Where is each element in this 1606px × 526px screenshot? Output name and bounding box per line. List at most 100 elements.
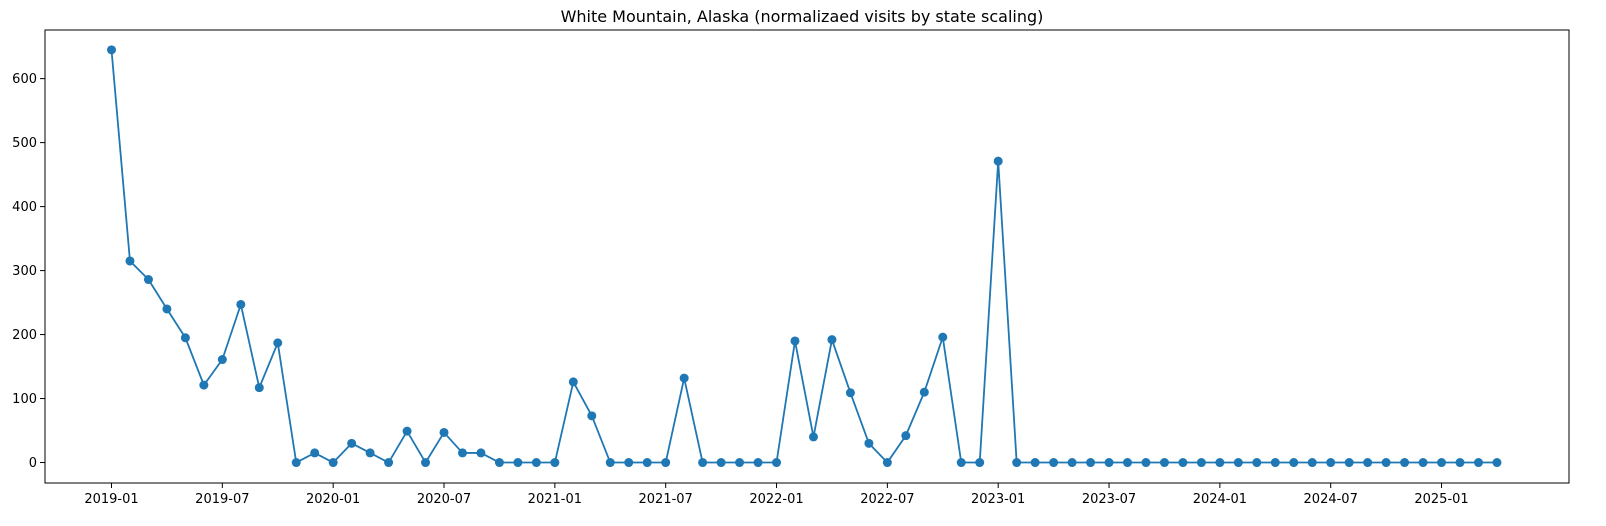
x-tick-label: 2023-01 — [971, 492, 1025, 507]
data-point — [180, 333, 190, 343]
data-point — [1012, 458, 1022, 468]
data-point — [457, 448, 467, 458]
series-group — [107, 45, 1502, 468]
data-point — [1492, 458, 1502, 468]
data-point — [384, 458, 394, 468]
x-tick-label: 2020-01 — [306, 492, 360, 507]
data-point — [347, 438, 357, 448]
data-point — [217, 355, 227, 365]
data-point — [938, 332, 948, 342]
series-line-visits — [110, 49, 1497, 464]
data-point — [772, 458, 782, 468]
data-point — [1289, 458, 1299, 468]
data-point — [1067, 458, 1077, 468]
chart-title: White Mountain, Alaska (normalizaed visi… — [561, 7, 1044, 26]
data-point — [679, 373, 689, 383]
data-point — [790, 336, 800, 346]
x-tick-label: 2025-01 — [1414, 492, 1468, 507]
y-tick-label: 100 — [12, 392, 37, 407]
data-point — [236, 299, 246, 309]
data-point — [1196, 458, 1206, 468]
data-point — [1086, 458, 1096, 468]
data-point — [1252, 458, 1262, 468]
data-point — [864, 438, 874, 448]
data-point — [568, 377, 578, 387]
data-point — [439, 427, 449, 437]
data-point — [901, 431, 911, 441]
x-tick-label: 2021-07 — [639, 492, 693, 507]
data-point — [661, 458, 671, 468]
data-point — [845, 388, 855, 398]
data-point — [291, 458, 301, 468]
x-tick-label: 2022-01 — [749, 492, 803, 507]
data-point — [107, 45, 116, 55]
data-point — [1418, 458, 1428, 468]
x-tick-label: 2019-01 — [84, 492, 138, 507]
data-point — [1178, 458, 1188, 468]
data-point — [402, 426, 412, 436]
x-tick-label: 2024-07 — [1304, 492, 1358, 507]
x-tick-label: 2021-01 — [528, 492, 582, 507]
y-tick-label: 400 — [12, 200, 37, 215]
data-point — [1344, 458, 1354, 468]
y-tick-label: 200 — [12, 328, 37, 343]
data-point — [956, 458, 966, 468]
data-point — [698, 458, 708, 468]
data-point — [882, 458, 892, 468]
x-tick-label: 2023-07 — [1082, 492, 1136, 507]
data-point — [143, 275, 153, 285]
data-point — [1123, 458, 1132, 468]
data-point — [808, 432, 818, 442]
data-point — [919, 387, 929, 397]
data-point — [735, 458, 745, 468]
x-axis: 2019-01 2019-07 2020-01 2020-07 2021-01 2021-… — [84, 483, 1469, 507]
data-point — [1233, 458, 1243, 468]
data-point — [642, 458, 652, 468]
data-point — [1363, 458, 1373, 468]
plot-frame — [44, 29, 1570, 484]
data-point — [1270, 458, 1280, 468]
data-point — [975, 458, 985, 468]
data-point — [587, 411, 597, 421]
x-tick-label: 2020-07 — [417, 492, 471, 507]
data-point — [421, 458, 431, 468]
x-tick-label: 2019-07 — [195, 492, 249, 507]
data-point — [550, 458, 560, 468]
data-point — [328, 458, 338, 468]
y-tick-label: 600 — [12, 72, 37, 87]
data-point — [162, 304, 172, 314]
data-point — [494, 458, 504, 468]
data-point — [993, 156, 1003, 166]
data-point — [310, 448, 320, 458]
data-point — [531, 458, 541, 468]
x-tick-label: 2022-07 — [860, 492, 914, 507]
data-point — [1473, 458, 1483, 468]
y-axis: 0 100 200 300 400 500 600 — [12, 72, 45, 471]
data-point — [1104, 458, 1114, 468]
data-point — [716, 458, 726, 468]
data-point — [1215, 458, 1225, 468]
data-point — [1030, 458, 1040, 468]
data-point — [1159, 458, 1169, 468]
data-point — [1455, 458, 1465, 468]
data-point — [1141, 458, 1151, 468]
data-point — [605, 458, 615, 468]
data-point — [1326, 458, 1336, 468]
data-point — [365, 448, 375, 458]
y-tick-label: 0 — [29, 456, 37, 471]
data-point — [1400, 458, 1410, 468]
y-tick-label: 500 — [12, 136, 37, 151]
data-point — [476, 448, 486, 458]
data-point — [1381, 458, 1391, 468]
data-point — [753, 458, 763, 468]
data-point — [827, 335, 837, 345]
data-point — [1049, 458, 1059, 468]
data-point — [199, 380, 209, 390]
data-point — [1307, 458, 1317, 468]
data-point — [273, 338, 283, 348]
data-point — [125, 256, 135, 266]
y-tick-label: 300 — [12, 264, 37, 279]
data-point — [513, 458, 523, 468]
data-point — [1437, 458, 1447, 468]
